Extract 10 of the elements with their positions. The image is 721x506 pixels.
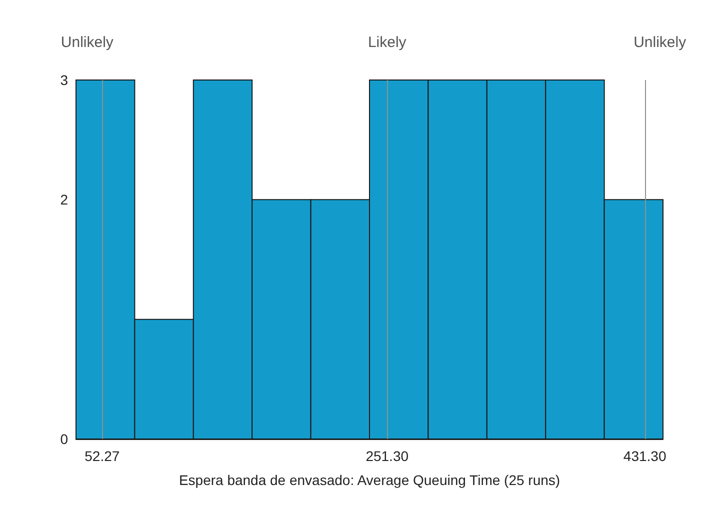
x-tick-label: 52.27: [84, 448, 120, 464]
ref-line-label: Likely: [368, 34, 407, 51]
y-tick-label: 2: [60, 192, 68, 208]
ref-line-label: Unlikely: [634, 34, 687, 51]
ref-line-label: Unlikely: [60, 34, 114, 51]
x-tick-label: 431.30: [623, 448, 666, 464]
y-tick-label: 0: [60, 431, 68, 447]
x-tick-label: 251.30: [366, 448, 409, 464]
x-axis-title: Espera banda de envasado: Average Queuing Time (25 runs): [178, 472, 560, 488]
y-tick-label: 3: [60, 72, 68, 88]
